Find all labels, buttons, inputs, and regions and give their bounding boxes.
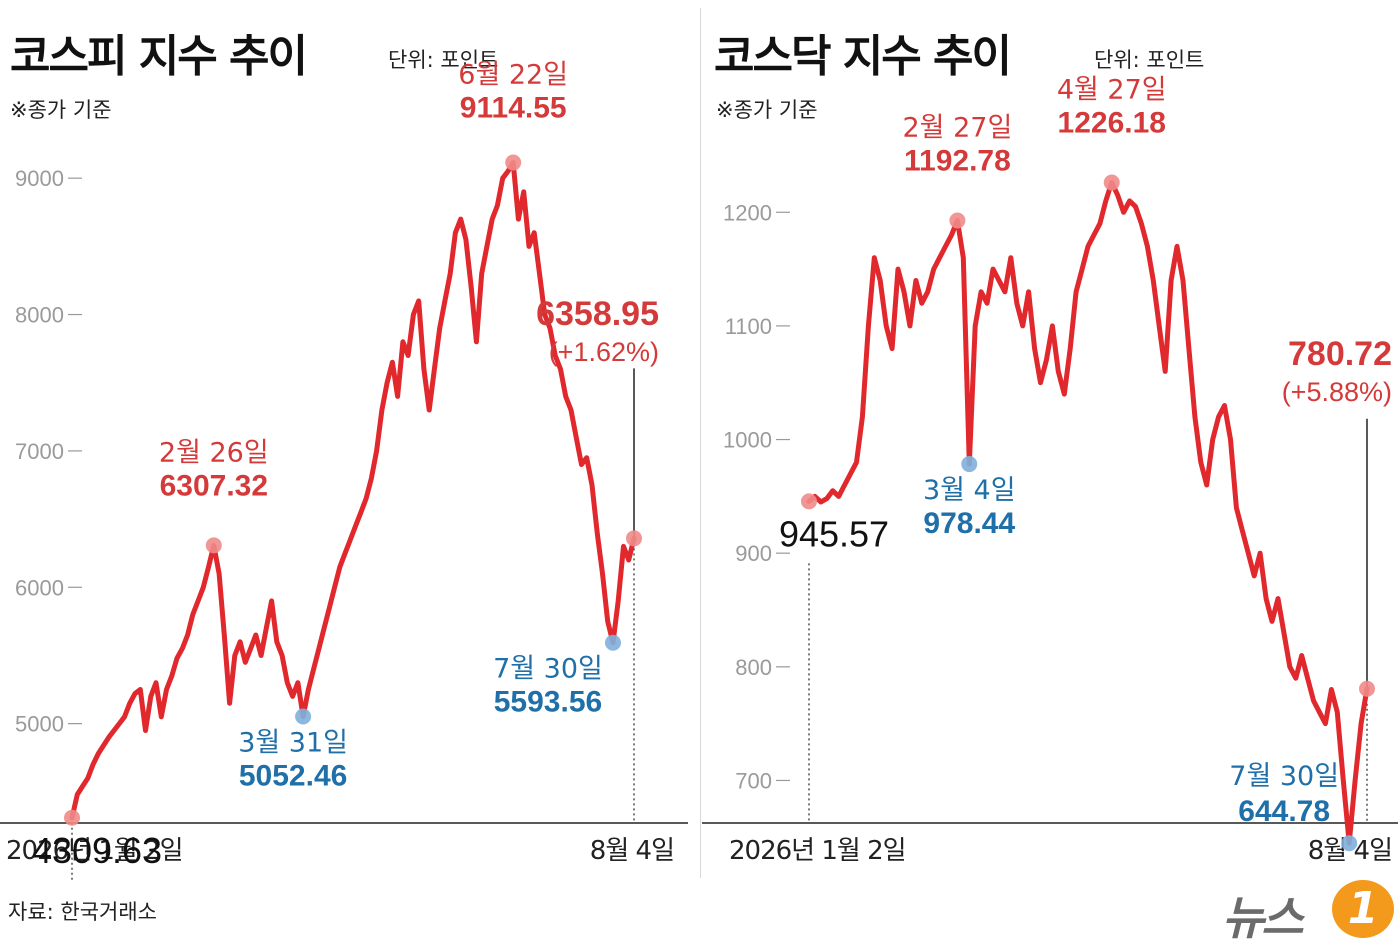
y-tick-label: 7000 [15, 439, 64, 464]
annotation-date-label: 2월 26일 [159, 437, 269, 468]
annotation-value-label: 1226.18 [1058, 107, 1166, 140]
point-marker [604, 634, 621, 651]
annotation-date-label: 3월 31일 [238, 727, 348, 758]
y-tick-label: 900 [735, 541, 772, 566]
y-tick-label: 700 [735, 768, 772, 793]
annotation-value-label: 1192.78 [904, 144, 1011, 177]
annotation-date-label: 7월 30일 [493, 654, 603, 685]
annotation-date-label: 6월 22일 [458, 60, 568, 91]
end-change-label: (+5.88%) [1282, 377, 1392, 407]
annotation-value-label: 6307.32 [160, 469, 268, 502]
point-marker [505, 154, 522, 171]
kospi-unit-label: 단위: 포인트 [388, 48, 499, 72]
x-end-label: 8월 4일 [590, 836, 674, 866]
y-tick-label: 9000 [15, 166, 64, 191]
annotation-date-label: 3월 4일 [923, 475, 1016, 506]
annotation-date-label: 7월 30일 [1229, 761, 1339, 792]
kosdaq-note: ※종가 기준 [716, 98, 818, 122]
y-tick-label: 6000 [15, 575, 64, 600]
annotation-value-label: 644.78 [1238, 795, 1330, 828]
y-tick-label: 1100 [725, 314, 772, 339]
panel-divider [700, 8, 701, 878]
point-marker [1359, 680, 1375, 697]
x-start-label: 2026년 1월 2일 [6, 836, 183, 866]
y-tick-label: 5000 [15, 712, 64, 737]
point-marker [64, 809, 80, 826]
y-tick-label: 8000 [15, 303, 64, 328]
point-marker [205, 537, 222, 554]
logo-mark-icon: 1 [1332, 880, 1394, 938]
x-start-label: 2026년 1월 2일 [729, 836, 906, 866]
annotation-value-label: 5052.46 [239, 759, 347, 792]
end-value-label: 780.72 [1288, 335, 1392, 373]
point-marker [1341, 835, 1358, 852]
point-marker [961, 456, 978, 473]
point-marker [1103, 174, 1120, 191]
news1-logo: 뉴스 1 [1222, 878, 1398, 945]
kospi-line-chart: 5000 6000 7000 8000 9000 2026년 1월 2일 8월 4일 4309… [0, 60, 688, 880]
annotation-value-label: 5593.56 [494, 686, 602, 719]
start-value-label: 945.57 [779, 513, 889, 554]
point-marker [949, 212, 966, 229]
kospi-note: ※종가 기준 [10, 98, 112, 122]
point-marker [801, 493, 817, 510]
series-line [69, 160, 637, 821]
end-change-label: (+1.62%) [549, 337, 659, 367]
y-tick-label: 800 [735, 655, 772, 680]
series-line [806, 180, 1370, 846]
source-credit: 자료: 한국거래소 [8, 900, 157, 924]
logo-text: 뉴스 [1222, 891, 1304, 945]
annotation-value-label: 978.44 [923, 507, 1015, 540]
end-value-label: 6358.95 [536, 295, 659, 333]
point-marker [626, 530, 642, 547]
annotation-date-label: 4월 27일 [1057, 75, 1167, 106]
y-tick-label: 1200 [723, 200, 772, 225]
start-value-label: 4309.63 [32, 830, 162, 871]
kosdaq-chart-title: 코스닥 지수 추이 [714, 31, 1012, 82]
annotation-date-label: 2월 27일 [902, 112, 1012, 143]
kosdaq-unit-label: 단위: 포인트 [1094, 48, 1205, 72]
y-tick-label: 1000 [723, 428, 772, 453]
point-marker [295, 708, 312, 725]
annotation-value-label: 9114.55 [460, 92, 567, 125]
kospi-chart-title: 코스피 지수 추이 [10, 31, 308, 82]
